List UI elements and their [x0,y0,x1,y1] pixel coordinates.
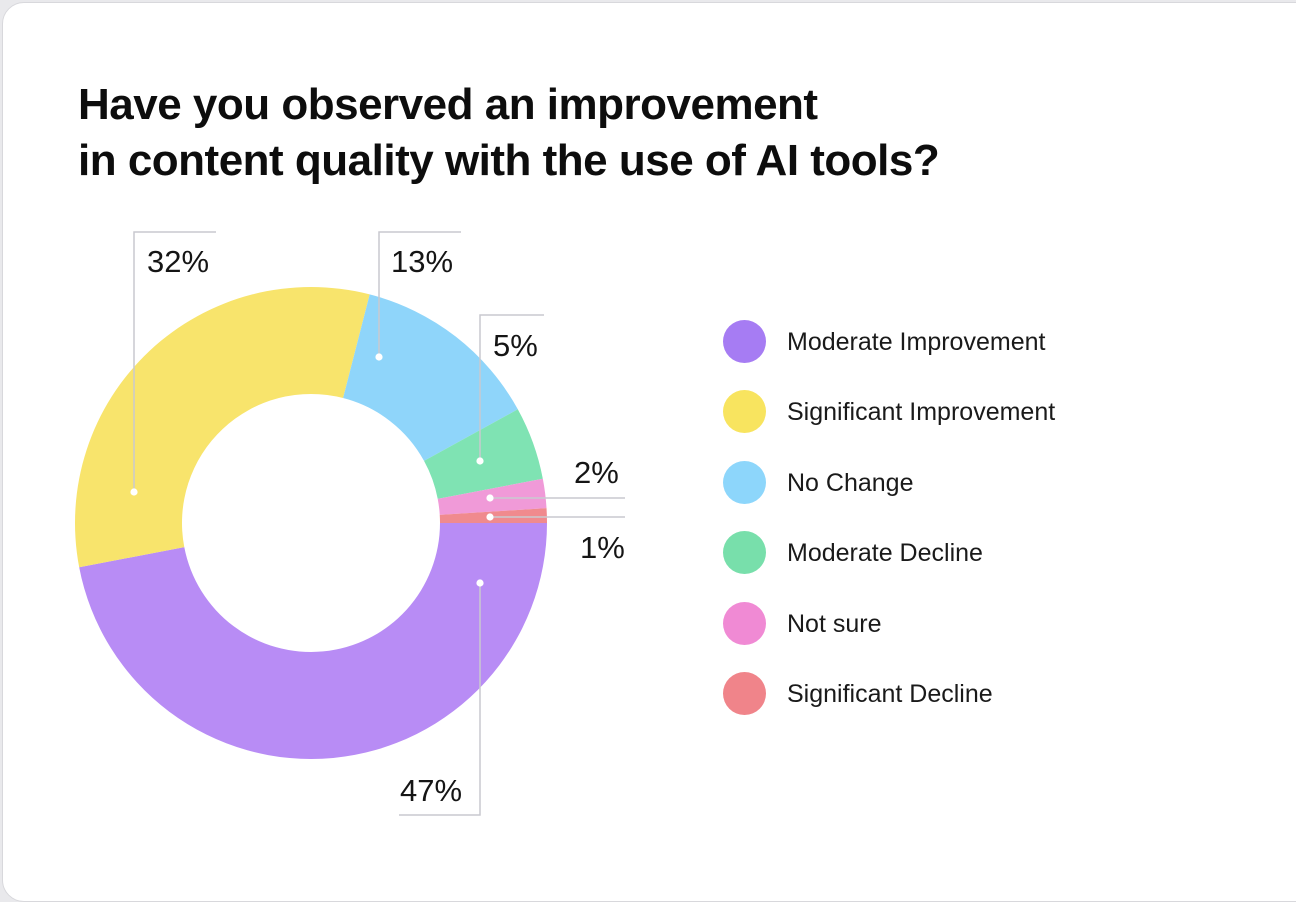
leader-dot [476,579,484,587]
legend-swatch [723,531,766,575]
data-label-significant-improvement: 32% [147,244,209,279]
donut-chart: 47% 32% 13% 5% 2% 1% [74,231,625,816]
donut-slice-significant-improvement [74,286,370,568]
donut-slice-no-change [343,294,518,461]
data-label-no-change: 13% [391,244,453,279]
legend-label: Significant Decline [787,679,993,708]
legend-swatch [723,601,766,645]
chart-title-line: in content quality with the use of AI to… [78,136,940,185]
leader-line [399,583,481,816]
data-label-not-sure: 2% [574,455,619,490]
legend-label: Moderate Improvement [787,328,1046,356]
chart-title-line: Have you observed an improvement [78,80,818,129]
legend-swatch [723,460,766,504]
donut-slice-significant-decline [439,508,547,523]
donut-slice-moderate-decline [424,409,543,499]
legend-label: Not sure [787,609,882,638]
leader-dot [130,488,138,496]
leader-dot [476,457,484,465]
legend-item-significant-improvement: Significant Improvement [723,390,1055,460]
legend-label: Significant Improvement [787,398,1056,427]
legend-item-moderate-decline: Moderate Decline [723,531,1055,601]
legend-item-moderate-improvement: Moderate Improvement [723,320,1055,390]
leader-dot [486,494,494,502]
data-label-moderate-decline: 5% [493,328,538,363]
data-label-moderate-improvement: 47% [400,773,462,808]
data-label-significant-decline: 1% [580,530,625,565]
legend-swatch [723,671,766,715]
legend-swatch [723,320,766,363]
legend-label: No Change [787,468,914,497]
chart-title: Have you observed an improvement in conte… [78,77,1078,189]
chart-legend: Moderate Improvement Significant Improve… [723,320,1055,742]
legend-item-significant-decline: Significant Decline [723,671,1055,742]
legend-item-no-change: No Change [723,460,1055,531]
leader-dot [375,353,383,361]
legend-swatch [723,390,766,434]
leader-line [479,314,544,461]
legend-label: Moderate Decline [787,539,983,568]
legend-item-not-sure: Not sure [723,601,1055,672]
leader-dot [486,513,494,521]
donut-slice-moderate-improvement [79,523,547,759]
leader-line [378,231,461,357]
leader-line [133,231,216,492]
